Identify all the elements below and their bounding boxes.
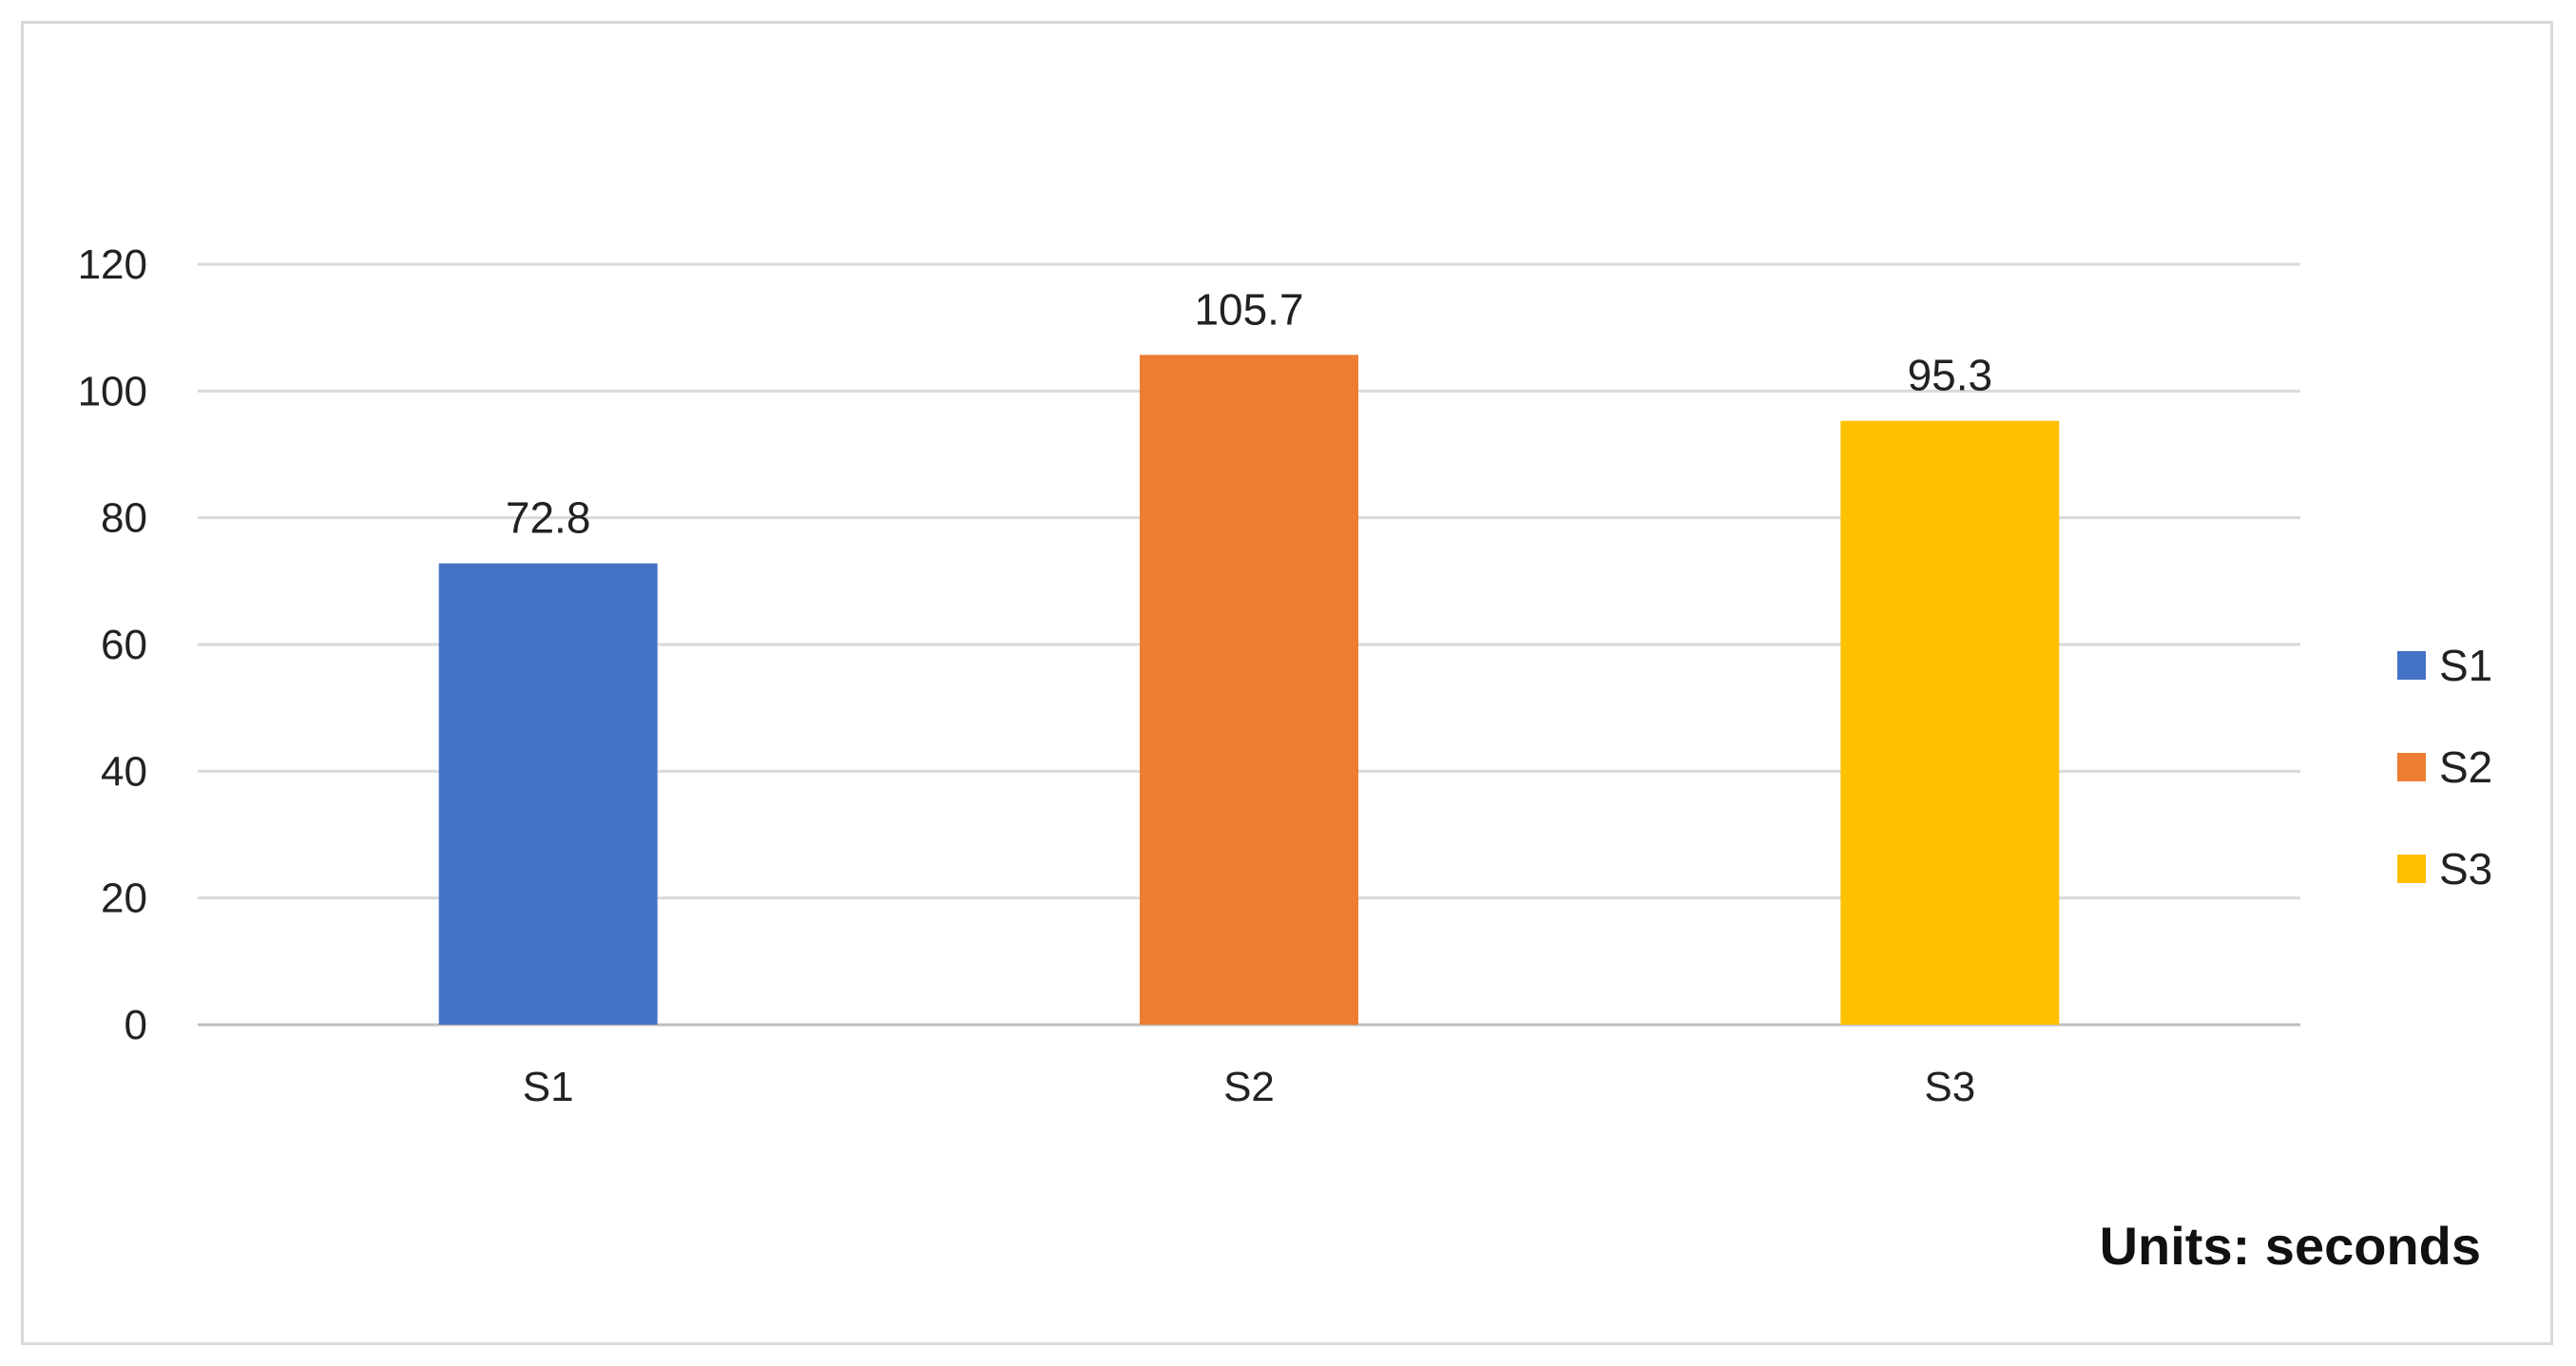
y-tick-label: 80 [101,495,147,542]
legend: S1 S2 S3 [2397,641,2492,894]
data-label: 105.7 [1194,284,1303,334]
data-labels: 72.8 105.7 95.3 [506,284,1992,542]
x-tick-label: S1 [523,1064,574,1110]
x-tick-label: S3 [1924,1064,1975,1110]
bar-s2 [1140,355,1358,1025]
legend-swatch [2397,753,2426,781]
x-tick-label: S2 [1223,1064,1275,1110]
legend-swatch [2397,651,2426,680]
bar-s3 [1840,420,2060,1026]
y-tick-label: 40 [101,748,147,795]
bar-s1 [438,563,658,1025]
y-tick-label: 60 [101,622,147,668]
legend-label: S1 [2439,641,2492,690]
legend-swatch [2397,855,2426,883]
y-tick-label: 120 [78,241,147,288]
units-annotation: Units: seconds [2100,1216,2481,1276]
y-tick-label: 20 [101,875,147,922]
legend-label: S2 [2439,742,2492,792]
x-axis-tick-labels: S1 S2 S3 [523,1064,1975,1110]
y-tick-label: 0 [125,1002,147,1049]
bars [438,355,2060,1026]
data-label: 95.3 [1908,351,1993,400]
y-axis-tick-labels: 0 20 40 60 80 100 120 [78,241,147,1049]
y-tick-label: 100 [78,368,147,414]
data-label: 72.8 [506,493,591,543]
legend-label: S3 [2439,844,2492,894]
